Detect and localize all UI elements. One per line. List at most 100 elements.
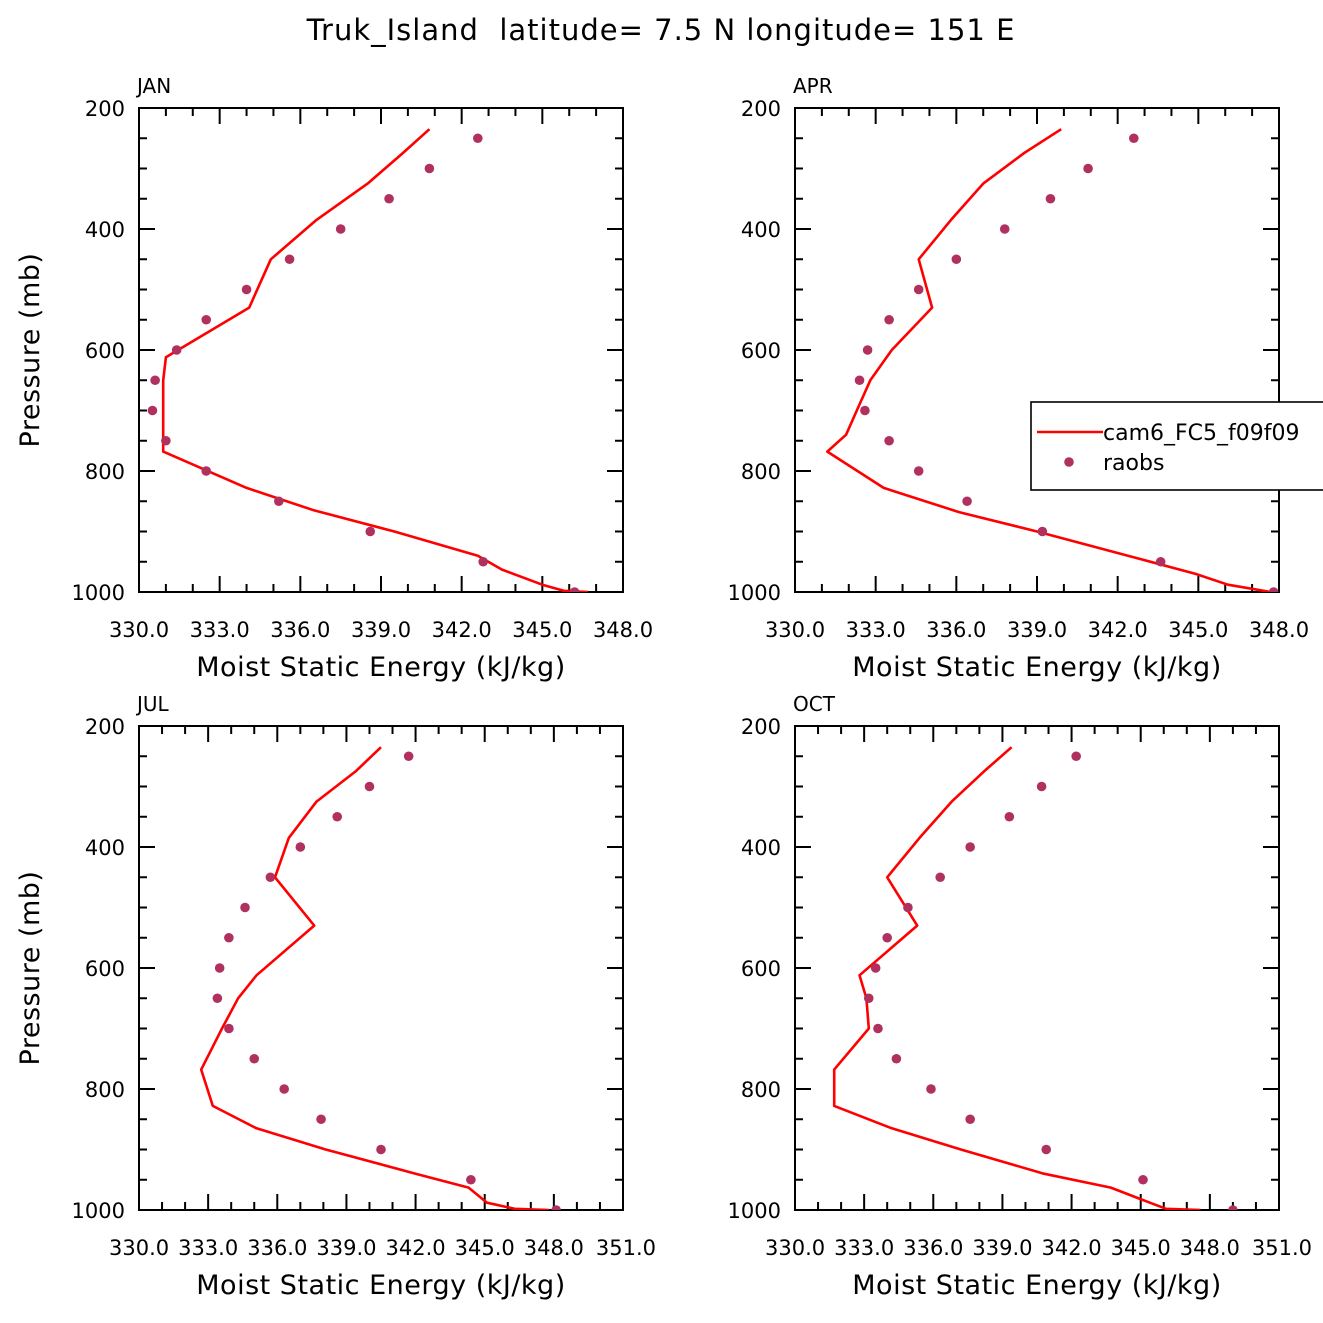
y-tick-label: 600: [85, 957, 125, 981]
x-axis-label: Moist Static Energy (kJ/kg): [852, 1270, 1221, 1301]
y-tick-label: 400: [85, 836, 125, 860]
x-tick-label: 339.0: [972, 1236, 1032, 1260]
panel-label: APR: [793, 74, 833, 98]
raobs-point: [1004, 811, 1015, 822]
plot-area: [147, 128, 589, 592]
raobs-point: [241, 284, 252, 295]
raobs-point: [403, 751, 414, 762]
x-tick-labels: 330.0 333.0 336.0 339.0 342.0 345.0 348.0 351.0: [765, 1236, 1312, 1260]
legend-obs-label: raobs: [1103, 451, 1164, 476]
y-tick-label: 400: [741, 218, 781, 242]
x-tick-label: 342.0: [386, 1236, 446, 1260]
y-tick-label: 1000: [72, 581, 125, 605]
raobs-point: [274, 496, 284, 507]
raobs-point: [473, 133, 483, 144]
raobs-point: [316, 1114, 326, 1125]
raobs-point: [1138, 1174, 1148, 1185]
x-axis-label: Moist Static Energy (kJ/kg): [196, 652, 565, 683]
raobs-point: [332, 811, 343, 822]
raobs-point: [870, 963, 881, 973]
x-axis-label: Moist Static Energy (kJ/kg): [852, 652, 1221, 683]
y-tick-label: 200: [741, 97, 781, 121]
raobs-point: [862, 345, 873, 355]
plot-area: [825, 128, 1279, 592]
panel-label: JAN: [135, 74, 171, 98]
raobs-point: [335, 224, 346, 234]
panel-oct: 200 400 600 800 1000 330.0 333.0 336.0 339.0 342.…: [728, 692, 1312, 1301]
raobs-point: [882, 932, 892, 943]
raobs-point: [212, 993, 223, 1004]
x-tick-label: 336.0: [926, 618, 986, 642]
y-tick-label: 200: [85, 97, 125, 121]
x-tick-label: 348.0: [1249, 618, 1309, 642]
x-tick-label: 345.0: [512, 618, 572, 642]
x-tick-label: 348.0: [524, 1236, 584, 1260]
y-tick-label: 1000: [728, 581, 781, 605]
raobs-point: [891, 1053, 902, 1064]
y-tick-label: 800: [741, 460, 781, 484]
x-tick-label: 345.0: [1168, 618, 1228, 642]
raobs-point: [962, 496, 972, 507]
raobs-point: [171, 345, 182, 355]
raobs-point: [201, 314, 212, 325]
raobs-point: [1129, 133, 1139, 144]
y-axis-label: Pressure (mb): [15, 253, 46, 448]
x-tick-label: 333.0: [834, 1236, 894, 1260]
y-tick-label: 800: [85, 1078, 125, 1102]
raobs-point: [999, 224, 1010, 234]
x-tick-label: 333.0: [190, 618, 250, 642]
y-tick-label: 600: [741, 339, 781, 363]
raobs-point: [376, 1144, 386, 1155]
model-profile-line: [161, 128, 589, 592]
x-tick-label: 345.0: [1111, 1236, 1171, 1260]
raobs-point: [903, 902, 913, 913]
x-tick-label: 342.0: [1088, 618, 1148, 642]
raobs-point: [364, 781, 375, 792]
x-tick-label: 330.0: [765, 1236, 825, 1260]
raobs-point: [147, 405, 158, 416]
raobs-point: [965, 1114, 975, 1125]
x-tick-label: 345.0: [455, 1236, 515, 1260]
raobs-point: [1036, 781, 1047, 792]
panel-jul: 200 400 600 800 1000 330.0 333.0 336.0 339.0 342.…: [15, 692, 656, 1301]
x-tick-label: 339.0: [1007, 618, 1067, 642]
x-tick-label: 330.0: [109, 1236, 169, 1260]
x-tick-label: 351.0: [596, 1236, 656, 1260]
raobs-point: [884, 314, 894, 325]
model-profile-line: [199, 746, 550, 1210]
model-profile-line: [825, 128, 1272, 592]
x-tick-label: 339.0: [316, 1236, 376, 1260]
x-axis-label: Moist Static Energy (kJ/kg): [196, 1270, 565, 1301]
raobs-point: [935, 872, 945, 883]
x-tick-label: 330.0: [765, 618, 825, 642]
x-tick-label: 351.0: [1252, 1236, 1312, 1260]
legend-box: [1030, 401, 1323, 491]
raobs-point: [860, 405, 870, 416]
figure-title: Truk_Island latitude= 7.5 N longitude= 1…: [306, 13, 1016, 47]
raobs-point: [365, 526, 376, 537]
x-tick-label: 336.0: [903, 1236, 963, 1260]
raobs-point: [224, 932, 234, 943]
x-tick-label: 333.0: [846, 618, 906, 642]
raobs-point: [569, 587, 580, 592]
raobs-point: [295, 842, 306, 852]
y-tick-label: 200: [85, 715, 125, 739]
raobs-point: [279, 1084, 290, 1094]
raobs-point: [1037, 526, 1048, 537]
y-tick-label: 1000: [728, 1199, 781, 1223]
raobs-point: [478, 556, 488, 567]
x-tick-labels: 330.0 333.0 336.0 339.0 342.0 345.0 348.0 351.0: [109, 1236, 656, 1260]
x-tick-label: 330.0: [109, 618, 169, 642]
plot-area: [832, 746, 1238, 1210]
y-tick-label: 600: [85, 339, 125, 363]
raobs-point: [1268, 587, 1279, 592]
raobs-point: [913, 466, 924, 476]
y-tick-label: 1000: [72, 1199, 125, 1223]
x-tick-labels: 330.0 333.0 336.0 339.0 342.0 345.0 348.0: [109, 618, 653, 642]
x-tick-label: 336.0: [247, 1236, 307, 1260]
panel-jan: 200 400 600 800 1000 330.0 333.0 336.0 339.0 342.…: [15, 74, 653, 683]
raobs-point: [1071, 751, 1081, 762]
raobs-point: [551, 1205, 561, 1210]
y-tick-label: 400: [741, 836, 781, 860]
